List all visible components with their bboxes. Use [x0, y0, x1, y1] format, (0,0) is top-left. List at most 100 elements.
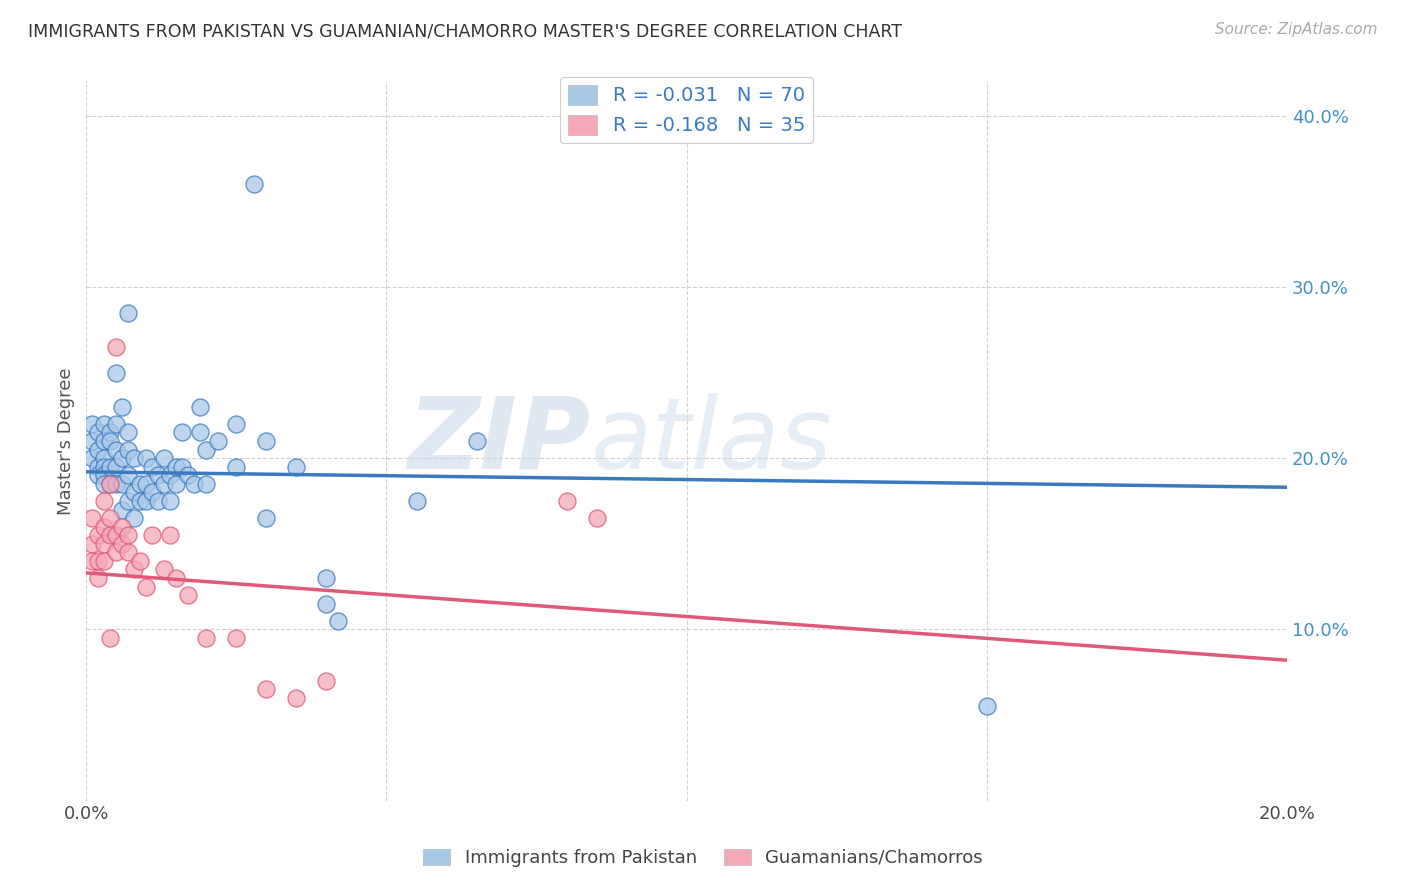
- Point: [87, 468, 110, 483]
- Point: [135, 580, 157, 594]
- Text: ZIP: ZIP: [408, 392, 591, 490]
- Point: [105, 528, 128, 542]
- Point: [315, 673, 337, 688]
- Point: [98, 528, 121, 542]
- Point: [105, 340, 128, 354]
- Point: [93, 451, 115, 466]
- Point: [141, 528, 163, 542]
- Point: [285, 459, 308, 474]
- Point: [195, 442, 218, 457]
- Point: [87, 425, 110, 440]
- Point: [124, 511, 146, 525]
- Point: [82, 434, 104, 448]
- Point: [87, 459, 110, 474]
- Point: [111, 502, 134, 516]
- Point: [148, 494, 170, 508]
- Point: [93, 519, 115, 533]
- Point: [153, 476, 176, 491]
- Point: [87, 571, 110, 585]
- Point: [87, 554, 110, 568]
- Point: [87, 528, 110, 542]
- Point: [315, 597, 337, 611]
- Point: [111, 451, 134, 466]
- Point: [117, 442, 139, 457]
- Point: [93, 494, 115, 508]
- Point: [148, 468, 170, 483]
- Point: [124, 562, 146, 576]
- Point: [141, 485, 163, 500]
- Point: [111, 400, 134, 414]
- Point: [190, 425, 212, 440]
- Point: [98, 476, 121, 491]
- Text: Source: ZipAtlas.com: Source: ZipAtlas.com: [1215, 22, 1378, 37]
- Point: [328, 614, 350, 628]
- Point: [135, 451, 157, 466]
- Point: [159, 468, 181, 483]
- Point: [195, 631, 218, 645]
- Point: [105, 545, 128, 559]
- Point: [93, 476, 115, 491]
- Point: [117, 545, 139, 559]
- Point: [98, 425, 121, 440]
- Point: [111, 537, 134, 551]
- Point: [285, 690, 308, 705]
- Point: [117, 528, 139, 542]
- Point: [165, 476, 187, 491]
- Point: [153, 562, 176, 576]
- Point: [111, 476, 134, 491]
- Point: [117, 494, 139, 508]
- Point: [172, 459, 194, 474]
- Legend: R = -0.031   N = 70, R = -0.168   N = 35: R = -0.031 N = 70, R = -0.168 N = 35: [561, 77, 813, 143]
- Text: IMMIGRANTS FROM PAKISTAN VS GUAMANIAN/CHAMORRO MASTER'S DEGREE CORRELATION CHART: IMMIGRANTS FROM PAKISTAN VS GUAMANIAN/CH…: [28, 22, 903, 40]
- Point: [159, 494, 181, 508]
- Point: [93, 434, 115, 448]
- Legend: Immigrants from Pakistan, Guamanians/Chamorros: Immigrants from Pakistan, Guamanians/Cha…: [416, 841, 990, 874]
- Point: [93, 468, 115, 483]
- Point: [117, 425, 139, 440]
- Point: [82, 451, 104, 466]
- Point: [177, 468, 200, 483]
- Point: [124, 485, 146, 500]
- Point: [82, 554, 104, 568]
- Point: [105, 459, 128, 474]
- Point: [105, 442, 128, 457]
- Point: [82, 511, 104, 525]
- Point: [98, 511, 121, 525]
- Point: [111, 519, 134, 533]
- Point: [976, 699, 998, 714]
- Point: [225, 459, 247, 474]
- Point: [98, 476, 121, 491]
- Point: [93, 459, 115, 474]
- Point: [98, 631, 121, 645]
- Point: [555, 494, 578, 508]
- Point: [183, 476, 205, 491]
- Point: [129, 494, 152, 508]
- Point: [165, 571, 187, 585]
- Point: [172, 425, 194, 440]
- Point: [87, 442, 110, 457]
- Point: [243, 177, 266, 191]
- Point: [141, 459, 163, 474]
- Point: [207, 434, 229, 448]
- Point: [165, 459, 187, 474]
- Point: [254, 434, 277, 448]
- Point: [105, 366, 128, 380]
- Point: [98, 459, 121, 474]
- Point: [82, 417, 104, 431]
- Point: [254, 511, 277, 525]
- Point: [117, 305, 139, 319]
- Point: [405, 494, 427, 508]
- Point: [153, 451, 176, 466]
- Point: [129, 476, 152, 491]
- Y-axis label: Master's Degree: Master's Degree: [58, 368, 75, 515]
- Point: [315, 571, 337, 585]
- Text: atlas: atlas: [591, 392, 832, 490]
- Point: [105, 476, 128, 491]
- Point: [93, 537, 115, 551]
- Point: [135, 494, 157, 508]
- Point: [585, 511, 607, 525]
- Point: [129, 554, 152, 568]
- Point: [93, 417, 115, 431]
- Point: [195, 476, 218, 491]
- Point: [225, 417, 247, 431]
